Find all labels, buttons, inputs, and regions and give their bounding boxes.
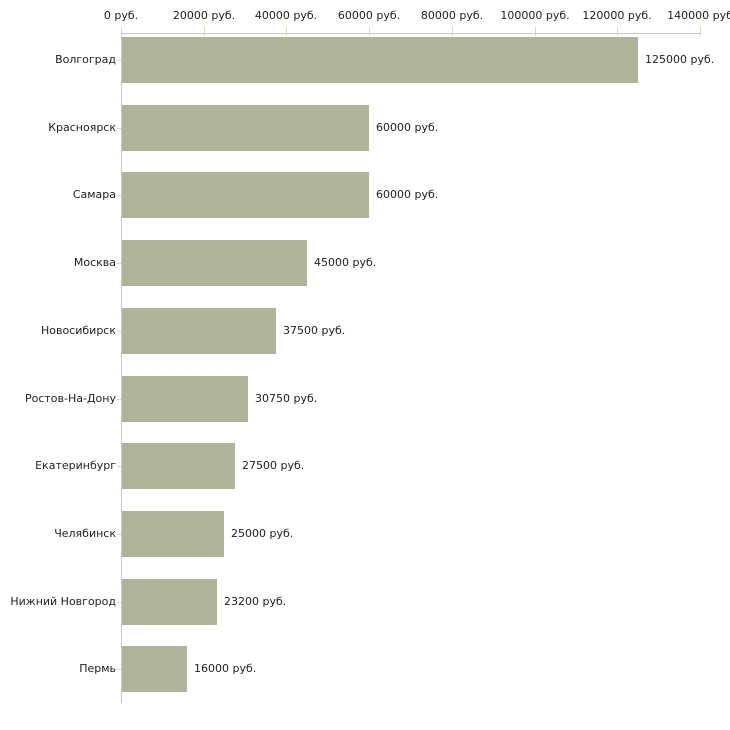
category-label: Красноярск (48, 121, 116, 134)
value-label: 27500 руб. (242, 459, 305, 472)
value-label: 16000 руб. (194, 662, 257, 675)
x-tick-mark (121, 27, 122, 36)
x-tick-label: 0 руб. (103, 9, 139, 22)
bar (122, 172, 369, 218)
x-tick-mark (369, 27, 370, 36)
category-label: Нижний Новгород (10, 595, 116, 608)
x-tick-label: 60000 руб. (337, 9, 401, 22)
bar (122, 511, 224, 557)
y-tick-mark (117, 466, 121, 467)
category-label: Челябинск (54, 527, 116, 540)
x-tick-label: 40000 руб. (254, 9, 318, 22)
category-label: Самара (72, 188, 116, 201)
bar (122, 579, 217, 625)
x-tick-label: 120000 руб. (582, 9, 652, 22)
bar (122, 443, 235, 489)
x-tick-mark (286, 27, 287, 36)
bar (122, 37, 638, 83)
value-label: 37500 руб. (283, 324, 346, 337)
x-axis-line (121, 33, 701, 34)
x-tick-mark (617, 27, 618, 36)
value-label: 125000 руб. (645, 53, 715, 66)
category-label: Екатеринбург (35, 459, 116, 472)
category-label: Волгоград (55, 53, 116, 66)
bar (122, 308, 276, 354)
value-label: 60000 руб. (376, 188, 439, 201)
value-label: 60000 руб. (376, 121, 439, 134)
category-label: Ростов-На-Дону (24, 392, 116, 405)
y-tick-mark (117, 669, 121, 670)
bar (122, 240, 307, 286)
y-tick-mark (117, 195, 121, 196)
bar (122, 105, 369, 151)
category-label: Новосибирск (40, 324, 116, 337)
category-label: Пермь (79, 662, 116, 675)
y-tick-mark (117, 399, 121, 400)
x-tick-label: 80000 руб. (420, 9, 484, 22)
x-tick-mark (700, 27, 701, 36)
value-label: 23200 руб. (224, 595, 287, 608)
x-tick-label: 20000 руб. (172, 9, 236, 22)
y-axis-line (121, 33, 122, 703)
value-label: 30750 руб. (255, 392, 318, 405)
y-tick-mark (117, 331, 121, 332)
x-tick-label: 100000 руб. (500, 9, 570, 22)
value-label: 25000 руб. (231, 527, 294, 540)
x-tick-mark (452, 27, 453, 36)
y-tick-mark (117, 60, 121, 61)
category-label: Москва (73, 256, 116, 269)
bar (122, 646, 187, 692)
y-tick-mark (117, 128, 121, 129)
y-tick-mark (117, 534, 121, 535)
x-tick-mark (204, 27, 205, 36)
x-tick-label: 140000 руб (667, 9, 730, 22)
x-tick-mark (535, 27, 536, 36)
value-label: 45000 руб. (314, 256, 377, 269)
y-tick-mark (117, 263, 121, 264)
y-tick-mark (117, 602, 121, 603)
bar (122, 376, 248, 422)
